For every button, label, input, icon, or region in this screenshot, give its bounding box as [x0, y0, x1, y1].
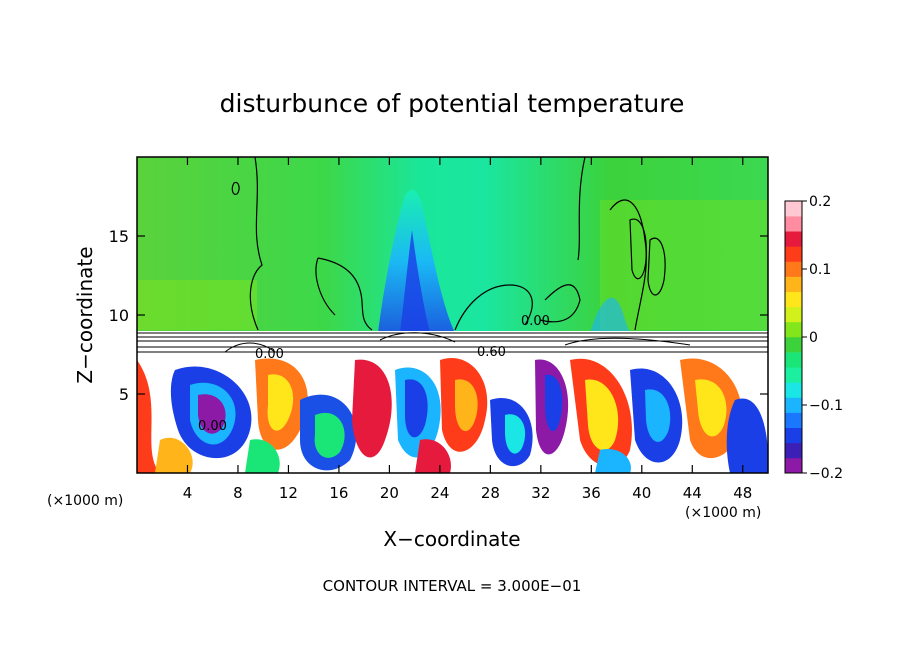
x-axis: 4 8 12 16 20 24 28 32 36 40 44 48	[183, 157, 752, 502]
colorbar-swatch	[785, 442, 802, 459]
colorbar-tick-label: −0.1	[809, 398, 843, 414]
upper-field	[137, 157, 768, 333]
colorbar-swatch	[785, 382, 802, 398]
y-tick-label: 15	[109, 227, 129, 246]
colorbar-swatch	[785, 306, 802, 323]
contour-label: 0.00	[255, 347, 284, 362]
colorbar-swatch	[785, 427, 802, 444]
colorbar-swatch	[785, 231, 802, 247]
colorbar-swatch	[785, 201, 802, 217]
inversion-lines	[137, 332, 768, 353]
inversion-layer	[137, 331, 768, 353]
weak-positive-band-right	[600, 200, 768, 330]
colorbar-swatch	[785, 291, 802, 308]
plot-area	[137, 157, 768, 473]
cool-plume-core	[400, 230, 430, 333]
x-axis-label: X−coordinate	[383, 527, 520, 551]
colorbar-swatch	[785, 261, 802, 277]
contour-label: 0.00	[521, 314, 550, 329]
colorbar-swatch	[785, 367, 802, 383]
x-unit-label: (×1000 m)	[685, 505, 761, 521]
x-tick-label: 20	[380, 484, 399, 502]
x-tick-label: 12	[279, 484, 298, 502]
cool-spot-right	[590, 297, 630, 333]
y-axis-label: Z−coordinate	[73, 246, 97, 383]
colorbar-swatch	[785, 352, 802, 368]
colorbar-swatch	[785, 457, 802, 474]
colorbar-swatch	[785, 276, 802, 292]
x-tick-label: 32	[531, 484, 550, 502]
x-tick-label: 24	[430, 484, 449, 502]
colorbar: −0.2 −0.1 0 0.1 0.2	[784, 194, 843, 482]
weak-positive-band-left	[137, 280, 257, 330]
x-tick-label: 36	[582, 484, 601, 502]
cool-plume	[378, 189, 455, 333]
y-tick-label: 5	[119, 385, 129, 404]
contour-label: 0.60	[477, 345, 506, 360]
colorbar-swatch	[785, 321, 802, 338]
x-tick-label: 40	[632, 484, 651, 502]
turbulent-eddies	[137, 358, 768, 473]
x-tick-label: 48	[733, 484, 752, 502]
x-tick-label: 28	[481, 484, 500, 502]
colorbar-tick-label: 0	[809, 330, 818, 346]
y-tick-label: 10	[109, 306, 129, 325]
contour-interval-note: CONTOUR INTERVAL = 3.000E−01	[323, 577, 582, 595]
colorbar-swatch	[785, 246, 802, 262]
contour-label: 0.00	[198, 419, 227, 434]
chart-title: disturbunce of potential temperature	[220, 89, 685, 118]
x-tick-label: 44	[683, 484, 702, 502]
colorbar-swatch	[785, 397, 802, 413]
colorbar-swatch	[785, 337, 802, 353]
colorbar-swatch	[785, 216, 802, 232]
colorbar-tick-label: 0.2	[809, 194, 831, 210]
x-tick-label: 8	[233, 484, 243, 502]
contour-lines	[231, 157, 666, 331]
z-unit-label: (×1000 m)	[47, 493, 123, 509]
colorbar-swatch	[785, 412, 802, 428]
x-tick-label: 16	[329, 484, 348, 502]
colorbar-tick-label: −0.2	[809, 466, 843, 482]
colorbar-tick-label: 0.1	[809, 262, 831, 278]
y-axis: 5 10 15	[109, 227, 768, 404]
x-tick-label: 4	[183, 484, 193, 502]
